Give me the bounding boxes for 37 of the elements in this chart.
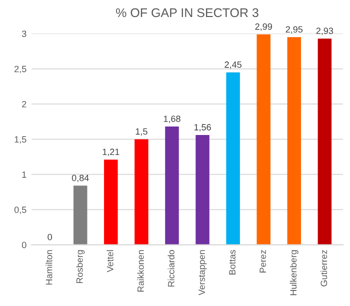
bar [104,160,118,245]
data-label: 1,56 [194,124,211,132]
bar [256,34,270,245]
x-tick-label: Hulkenberg [290,250,298,296]
data-label: 2,95 [286,26,303,34]
data-label: 2,93 [316,28,334,36]
data-label: 1,5 [136,128,148,136]
y-tick-label: 0,5 [14,206,26,214]
y-tick-label: 3 [22,30,26,38]
y-tick-label: 2,5 [14,66,26,74]
bar [73,186,88,245]
x-tick-label: Raikkonen [137,250,144,292]
data-label: 1,21 [102,148,120,156]
x-tick-label: Perez [260,250,266,273]
bar [134,139,148,245]
bar [165,126,179,245]
y-tick-label: 1,5 [14,136,26,144]
bar [196,135,210,245]
y-tick-label: 0 [22,242,26,248]
bar [318,38,332,245]
data-label: 1,68 [164,116,180,124]
data-label: 2,99 [255,23,272,31]
data-label: 0 [48,234,52,240]
x-tick-label: Bottas [229,250,236,275]
x-tick-label: Vettel [106,250,114,272]
bar [287,37,302,245]
y-tick-label: 1 [22,171,26,178]
bar [226,72,240,245]
x-tick-label: Verstappen [198,250,207,296]
x-tick-label: Hamilton [46,250,52,285]
x-tick-label: Gutierrez [320,250,328,286]
chart-title: % OF GAP IN SECTOR 3 [116,8,258,18]
data-label: 2,45 [224,61,242,69]
data-label: 0,84 [72,174,89,182]
x-tick-label: Rosberg [76,250,85,284]
y-tick-label: 2 [22,101,26,108]
x-tick-label: Ricciardo [168,250,174,287]
